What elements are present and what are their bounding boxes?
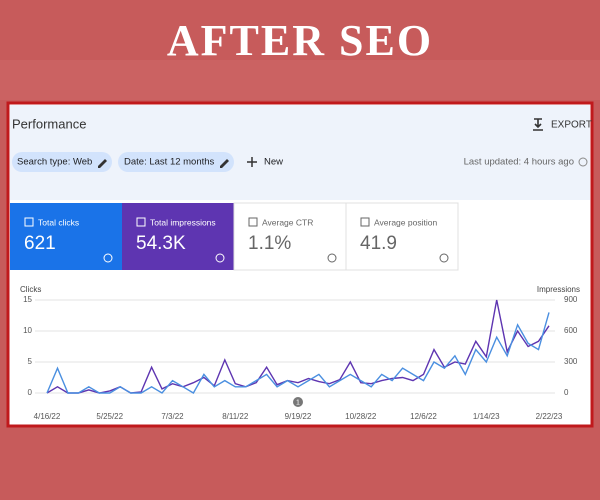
metric-value: 54.3K bbox=[136, 233, 186, 254]
x-tick-label: 10/28/22 bbox=[345, 412, 377, 421]
help-icon[interactable] bbox=[327, 253, 337, 263]
y-tick-label: 5 bbox=[28, 357, 33, 366]
y-tick-label: 10 bbox=[23, 326, 32, 335]
x-tick-label: 5/25/22 bbox=[96, 412, 123, 421]
x-tick-label: 2/22/23 bbox=[536, 412, 563, 421]
checkbox bbox=[136, 217, 146, 227]
y2-tick-label: 300 bbox=[564, 357, 578, 366]
export-icon[interactable] bbox=[533, 118, 543, 131]
annotation-marker[interactable] bbox=[293, 397, 303, 407]
y-tick-label: 15 bbox=[23, 295, 32, 304]
metric-card[interactable] bbox=[345, 202, 459, 271]
edit-icon[interactable] bbox=[98, 159, 107, 168]
annotation-label[interactable]: 1 bbox=[296, 399, 300, 406]
filter-text[interactable]: Date: Last 12 months bbox=[124, 157, 215, 168]
new-button[interactable]: New bbox=[264, 157, 283, 168]
checkbox bbox=[248, 217, 258, 227]
panel-title: Performance bbox=[12, 116, 86, 131]
cards: Total clicks 621 Total impressions 54.3K Ave… bbox=[10, 202, 459, 271]
filter-text[interactable]: Search type: Web bbox=[17, 157, 92, 168]
metric-card[interactable] bbox=[233, 202, 347, 271]
panel-header bbox=[10, 105, 590, 200]
metric-card[interactable] bbox=[10, 203, 122, 270]
metric-value: 41.9 bbox=[360, 233, 397, 254]
blur-band bbox=[0, 60, 600, 100]
metric-label: Average position bbox=[374, 217, 437, 227]
x-tick-label: 7/3/22 bbox=[161, 412, 184, 421]
y2-tick-label: 0 bbox=[564, 388, 569, 397]
new-icon[interactable] bbox=[247, 157, 257, 167]
series-line bbox=[46, 312, 550, 394]
metric-card[interactable] bbox=[122, 203, 234, 270]
metric-label: Average CTR bbox=[262, 217, 313, 227]
y-tick-label: 0 bbox=[28, 388, 33, 397]
x-tick-label: 9/19/22 bbox=[285, 412, 312, 421]
y2-tick-label: 600 bbox=[564, 326, 578, 335]
x-tick-label: 1/14/23 bbox=[473, 412, 500, 421]
metric-label: Total clicks bbox=[38, 217, 79, 227]
y-axis-label: Clicks bbox=[20, 285, 41, 294]
x-tick-label: 8/11/22 bbox=[222, 412, 249, 421]
export-button[interactable]: EXPORT bbox=[551, 120, 592, 131]
filter-chip[interactable] bbox=[12, 152, 112, 172]
y2-tick-label: 900 bbox=[564, 295, 578, 304]
checkbox bbox=[360, 217, 370, 227]
x-tick-label: 12/6/22 bbox=[410, 412, 437, 421]
checkbox bbox=[24, 217, 34, 227]
metric-value: 1.1% bbox=[248, 233, 291, 254]
metric-label: Total impressions bbox=[150, 217, 216, 227]
help-icon[interactable] bbox=[439, 253, 449, 263]
x-tick-label: 4/16/22 bbox=[34, 412, 61, 421]
last-updated: Last updated: 4 hours ago bbox=[464, 157, 574, 168]
banner: AFTER SEO bbox=[167, 16, 433, 65]
help-icon[interactable] bbox=[103, 253, 113, 263]
metric-value: 621 bbox=[24, 233, 56, 254]
help-icon[interactable] bbox=[215, 253, 225, 263]
chart: Clicks Impressions 0 5 10 15 0 300 600 900 4/16/22… bbox=[20, 285, 580, 421]
y2-axis-label: Impressions bbox=[537, 285, 580, 294]
edit-icon[interactable] bbox=[220, 159, 229, 168]
filter-chip[interactable] bbox=[118, 152, 234, 172]
help-icon[interactable] bbox=[578, 157, 588, 167]
